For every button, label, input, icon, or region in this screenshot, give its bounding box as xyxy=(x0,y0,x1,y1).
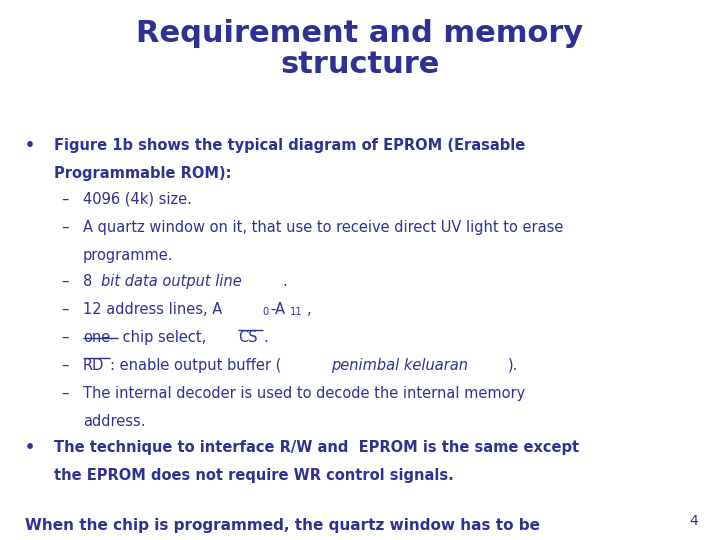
Text: 12 address lines, A: 12 address lines, A xyxy=(83,302,222,316)
Text: –: – xyxy=(61,220,68,235)
Text: The internal decoder is used to decode the internal memory: The internal decoder is used to decode t… xyxy=(83,386,525,401)
Text: .: . xyxy=(263,330,268,345)
Text: –: – xyxy=(61,386,68,401)
Text: the EPROM does not require WR control signals.: the EPROM does not require WR control si… xyxy=(54,468,454,483)
Text: –: – xyxy=(61,274,68,288)
Text: -A: -A xyxy=(271,302,286,316)
Text: penimbal keluaran: penimbal keluaran xyxy=(331,358,469,373)
Text: –: – xyxy=(61,302,68,316)
Text: address.: address. xyxy=(83,414,145,429)
Text: ,: , xyxy=(306,302,311,316)
Text: A quartz window on it, that use to receive direct UV light to erase: A quartz window on it, that use to recei… xyxy=(83,220,563,235)
Text: 4096 (4k) size.: 4096 (4k) size. xyxy=(83,192,192,207)
Text: bit data output line: bit data output line xyxy=(101,274,241,288)
Text: •: • xyxy=(25,138,35,153)
Text: Requirement and memory: Requirement and memory xyxy=(136,19,584,48)
Text: CS: CS xyxy=(238,330,258,345)
Text: chip select,: chip select, xyxy=(118,330,211,345)
Text: The technique to interface R/W and  EPROM is the same except: The technique to interface R/W and EPROM… xyxy=(54,440,579,455)
Text: Programmable ROM):: Programmable ROM): xyxy=(54,166,232,181)
Text: 4: 4 xyxy=(690,514,698,528)
Text: 11: 11 xyxy=(290,307,302,317)
Text: 0: 0 xyxy=(263,307,269,317)
Text: –: – xyxy=(61,192,68,207)
Text: •: • xyxy=(25,440,35,455)
Text: programme.: programme. xyxy=(83,248,174,263)
Text: ).: ). xyxy=(508,358,518,373)
Text: Figure 1b shows the typical diagram of EPROM (Erasable: Figure 1b shows the typical diagram of E… xyxy=(54,138,526,153)
Text: –: – xyxy=(61,330,68,345)
Text: structure: structure xyxy=(280,50,440,79)
Text: .: . xyxy=(282,274,287,288)
Text: one: one xyxy=(83,330,110,345)
Text: –: – xyxy=(61,358,68,373)
Text: RD: RD xyxy=(83,358,104,373)
Text: : enable output buffer (: : enable output buffer ( xyxy=(110,358,282,373)
Text: 8: 8 xyxy=(83,274,96,288)
Text: When the chip is programmed, the quartz window has to be: When the chip is programmed, the quartz … xyxy=(25,518,540,534)
